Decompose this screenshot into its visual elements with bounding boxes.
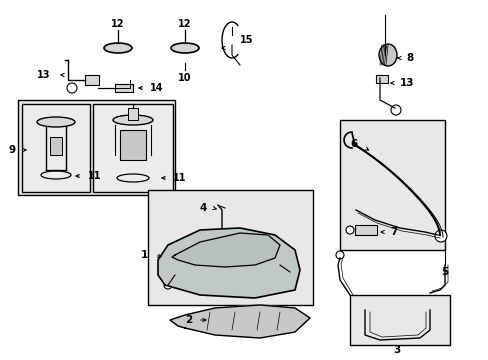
Text: 1: 1 (141, 250, 148, 260)
Bar (148, 190, 312, 305)
Circle shape (335, 251, 343, 259)
Text: 10: 10 (178, 73, 191, 83)
Text: 12: 12 (111, 19, 124, 29)
Circle shape (346, 226, 353, 234)
Text: 9: 9 (9, 145, 16, 155)
Bar (93, 104, 173, 192)
Circle shape (285, 269, 293, 277)
Circle shape (163, 281, 172, 289)
Text: 2: 2 (184, 315, 192, 325)
Polygon shape (158, 228, 299, 298)
Bar (18, 100, 175, 195)
Polygon shape (172, 233, 280, 267)
Bar (339, 120, 444, 250)
Ellipse shape (113, 115, 153, 125)
Ellipse shape (37, 117, 75, 127)
Text: 13: 13 (37, 70, 50, 80)
Ellipse shape (202, 242, 242, 254)
Text: 8: 8 (405, 53, 412, 63)
Bar (22, 104, 90, 192)
Bar (85, 75, 99, 85)
Text: 6: 6 (350, 139, 357, 149)
Text: 7: 7 (389, 227, 397, 237)
Circle shape (253, 288, 262, 296)
Bar (120, 130, 146, 160)
Bar (349, 295, 449, 345)
Circle shape (390, 105, 400, 115)
Bar (50, 137, 62, 155)
Text: 13: 13 (399, 78, 414, 88)
Bar (375, 75, 387, 83)
Bar (115, 84, 133, 92)
Text: 15: 15 (240, 35, 253, 45)
Bar (128, 108, 138, 120)
Circle shape (67, 83, 77, 93)
Text: 4: 4 (199, 203, 206, 213)
Polygon shape (170, 305, 309, 338)
Text: 11: 11 (173, 173, 186, 183)
Text: 3: 3 (392, 345, 400, 355)
Ellipse shape (104, 43, 132, 53)
Ellipse shape (207, 244, 236, 252)
Ellipse shape (378, 44, 396, 66)
Circle shape (434, 230, 446, 242)
Text: 12: 12 (178, 19, 191, 29)
Ellipse shape (171, 43, 199, 53)
Text: 14: 14 (150, 83, 163, 93)
Bar (354, 225, 376, 235)
Text: 5: 5 (441, 267, 447, 277)
Text: 11: 11 (88, 171, 102, 181)
